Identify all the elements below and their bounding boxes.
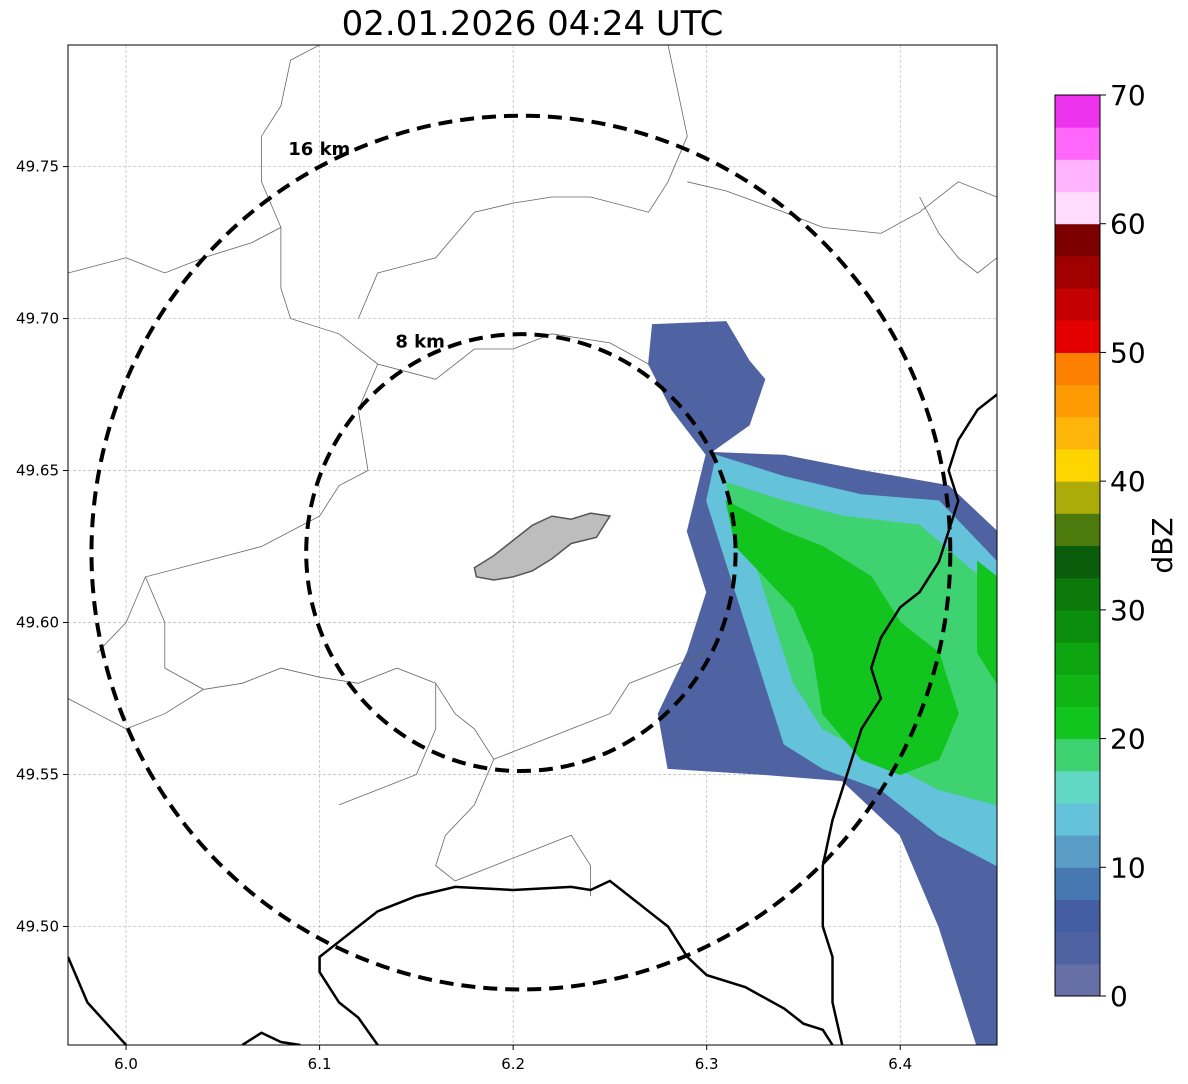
- x-tick-label: 6.3: [695, 1055, 719, 1073]
- colorbar-segment: [1055, 706, 1100, 740]
- x-tick-label: 6.1: [308, 1055, 332, 1073]
- colorbar-segment: [1055, 352, 1100, 386]
- colorbar-segment: [1055, 899, 1100, 933]
- colorbar-label: dBZ: [1146, 517, 1179, 573]
- x-tick-label: 6.2: [501, 1055, 525, 1073]
- city-area: [473, 512, 612, 581]
- colorbar-segment: [1055, 642, 1100, 675]
- colorbar-tick-label: 50: [1110, 336, 1146, 369]
- colorbar-segment: [1055, 609, 1100, 643]
- plot-frame: [67, 44, 998, 1046]
- colorbar: 0 10 20 30 40 50 60 70 dBZ: [1054, 79, 1179, 1013]
- colorbar-segment: [1055, 674, 1100, 707]
- range-rings: [89, 113, 953, 992]
- admin-boundary: [687, 181, 997, 234]
- country-border: [241, 1031, 301, 1045]
- colorbar-tick-label: 40: [1110, 465, 1146, 498]
- range-ring: [304, 332, 738, 774]
- chart-title: 02.01.2026 04:24 UTC: [341, 4, 724, 44]
- y-tick-label: 49.60: [16, 614, 59, 632]
- colorbar-segment: [1055, 288, 1100, 321]
- colorbar-segment: [1055, 223, 1100, 257]
- colorbar-tick-label: 20: [1110, 723, 1146, 756]
- y-tick-label: 49.70: [16, 310, 59, 328]
- colorbar-segment: [1055, 770, 1100, 804]
- admin-boundary: [357, 45, 688, 319]
- y-tick-label: 49.75: [16, 158, 59, 176]
- admin-boundary: [493, 652, 707, 760]
- x-tick-label: 6.4: [888, 1055, 912, 1073]
- echo-region: [977, 926, 997, 1019]
- range-ring-label: 16 km: [288, 139, 350, 160]
- echo-region: [648, 321, 766, 456]
- admin-boundary: [96, 363, 379, 654]
- admin-boundary: [280, 227, 649, 380]
- admin-boundary: [435, 683, 591, 897]
- colorbar-segment: [1055, 802, 1100, 836]
- admin-boundary: [919, 196, 997, 274]
- admin-boundary: [68, 45, 320, 274]
- x-tick-label: 6.0: [114, 1055, 138, 1073]
- colorbar-segment: [1055, 545, 1100, 579]
- colorbar-segment: [1055, 867, 1100, 900]
- colorbar-segment: [1055, 448, 1100, 482]
- admin-boundary: [145, 576, 436, 690]
- colorbar-segment: [1055, 191, 1100, 225]
- colorbar-segment: [1055, 320, 1100, 353]
- range-ring-label: 8 km: [395, 332, 445, 353]
- range-ring-labels: 8 km 16 km: [288, 139, 445, 353]
- city-polygon: [473, 512, 612, 581]
- y-tick-label: 49.50: [16, 917, 59, 935]
- y-axis: 49.50 49.55 49.60 49.65 49.70 49.75: [16, 158, 68, 935]
- colorbar-tick-label: 30: [1110, 594, 1146, 627]
- echo-region: [725, 499, 959, 776]
- colorbar-segment: [1055, 481, 1100, 514]
- colorbar-segment: [1055, 931, 1100, 965]
- country-border: [68, 956, 128, 1045]
- colorbar-segment: [1055, 513, 1100, 546]
- colorbar-frame: [1054, 94, 1101, 997]
- country-border: [318, 879, 834, 1045]
- colorbar-segment: [1055, 416, 1100, 450]
- colorbar-segment: [1055, 963, 1100, 997]
- colorbar-segment: [1055, 127, 1100, 160]
- y-tick-label: 49.55: [16, 765, 59, 783]
- colorbar-segment: [1055, 255, 1100, 289]
- colorbar-tick-label: 10: [1110, 851, 1146, 884]
- range-ring: [89, 113, 953, 992]
- colorbar-segment: [1055, 384, 1100, 418]
- colorbar-segment: [1055, 159, 1100, 193]
- boundary-lines: [68, 45, 997, 1045]
- colorbar-segment: [1055, 835, 1100, 868]
- colorbar-tick-label: 70: [1110, 79, 1146, 112]
- colorbar-segment: [1055, 738, 1100, 772]
- colorbar-tick-label: 0: [1110, 980, 1128, 1013]
- admin-boundary: [68, 689, 204, 730]
- admin-boundary: [338, 683, 437, 806]
- y-tick-label: 49.65: [16, 462, 59, 480]
- colorbar-tick-label: 60: [1110, 208, 1146, 241]
- colorbar-segment: [1055, 95, 1100, 128]
- country-border: [821, 393, 997, 1045]
- echo-region: [977, 560, 997, 685]
- x-axis: 6.0 6.1 6.2 6.3 6.4: [114, 1045, 912, 1073]
- colorbar-segment: [1055, 577, 1100, 611]
